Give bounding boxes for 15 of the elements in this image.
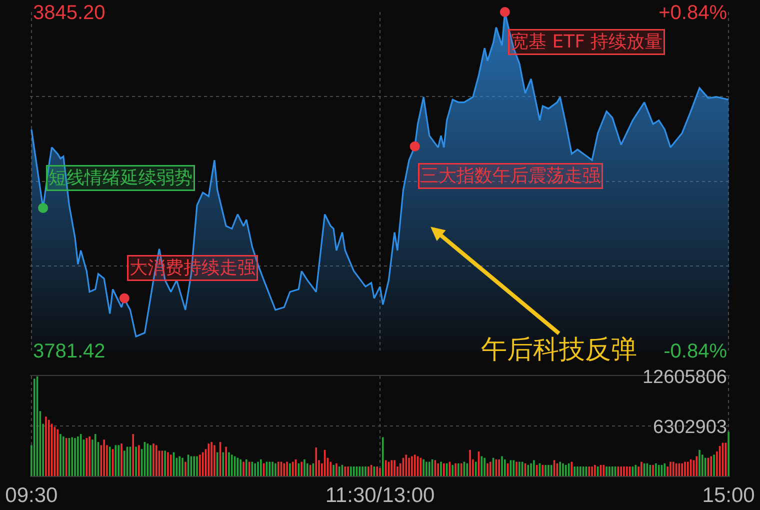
point bbox=[410, 141, 420, 152]
y2-tick-label: +0.84% bbox=[658, 2, 728, 24]
y3-tick-label: 6302903 bbox=[653, 416, 727, 438]
point bbox=[500, 7, 510, 17]
x-tick-label: 11:30/13:00 bbox=[325, 484, 435, 508]
annotation: 午后科技反弹 bbox=[481, 335, 637, 365]
y3-tick-label: 12605806 bbox=[642, 366, 727, 388]
y-tick-label: 3845.20 bbox=[33, 2, 106, 24]
annotation: 三大指数午后震荡走强 bbox=[420, 166, 600, 186]
x-tick-label: 15:00 bbox=[702, 484, 755, 508]
y-tick-label: 3781.42 bbox=[33, 340, 106, 363]
point bbox=[119, 293, 130, 304]
x-tick-label: 09:30 bbox=[5, 484, 58, 508]
y2-tick-label: -0.84% bbox=[664, 340, 728, 363]
point bbox=[38, 202, 48, 213]
